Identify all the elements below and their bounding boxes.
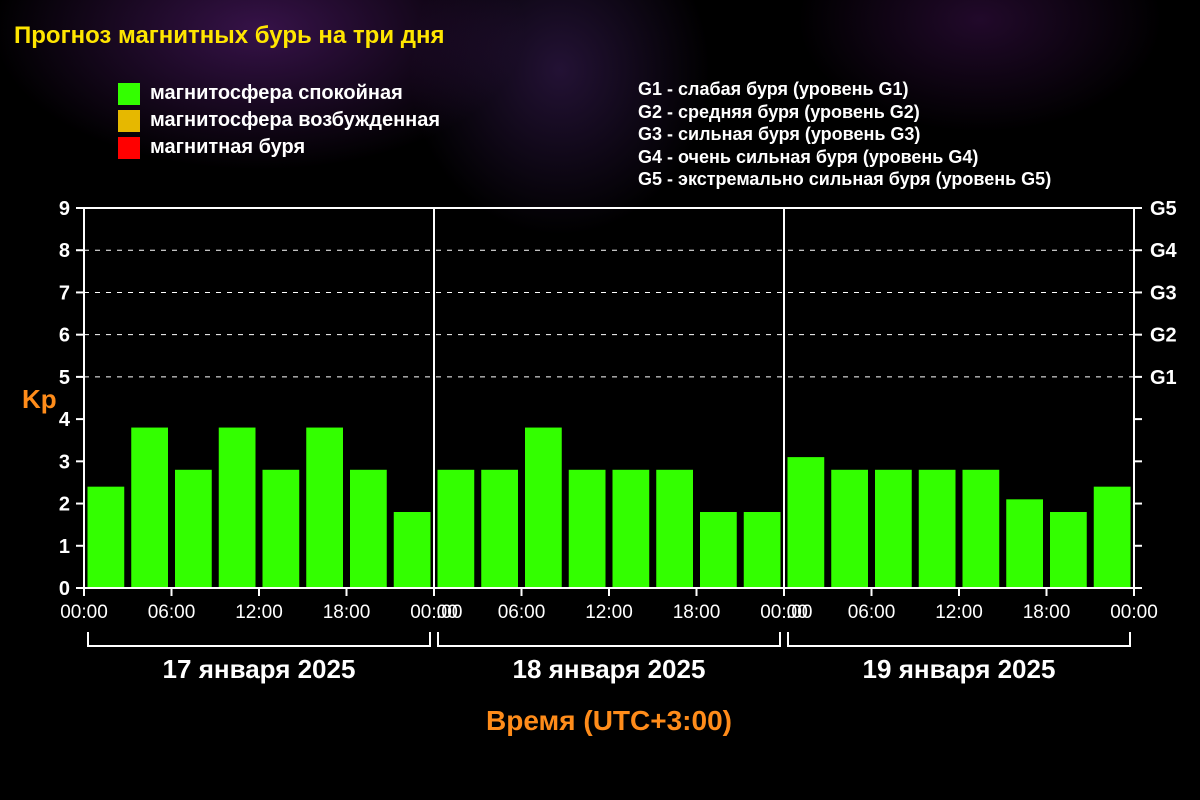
g-level-tick-label: G4 [1150,240,1178,262]
x-tick-label: 12:00 [935,602,983,623]
y-tick-label: 8 [59,240,70,262]
kp-bar [175,470,212,588]
kp-bar [394,512,431,588]
x-tick-label: 18:00 [1023,602,1071,623]
y-tick-label: 7 [59,282,70,304]
kp-bar [88,487,125,588]
x-tick-label: 00:00 [60,602,108,623]
kp-bar [131,428,168,588]
kp-bar [613,470,650,588]
x-tick-label: 06:00 [498,602,546,623]
kp-bar [919,470,956,588]
x-tick-label: 18:00 [673,602,721,623]
kp-bar [525,428,562,588]
kp-bar [875,470,912,588]
x-tick-label: 12:00 [235,602,283,623]
kp-bar [963,470,1000,588]
kp-bar [788,457,825,588]
x-tick-label: :00 [436,602,462,623]
x-axis-title: Время (UTC+3:00) [486,705,732,736]
x-tick-label: 06:00 [148,602,196,623]
kp-bar [569,470,606,588]
y-tick-label: 4 [59,409,71,431]
date-bracket [438,632,780,646]
kp-bar [263,470,300,588]
g-level-tick-label: G3 [1150,282,1177,304]
y-tick-label: 6 [59,325,70,347]
kp-forecast-chart: 0 1 2 3 4 5 6 7 8 9 Kp G1 G2 G3 G4 G5 00:00 06:00 12:00 18:… [0,0,1200,800]
kp-bar [219,428,256,588]
kp-bar [1006,499,1043,588]
x-tick-label: 18:00 [323,602,371,623]
panel-date-label: 18 января 2025 [513,654,706,684]
kp-bar [1094,487,1131,588]
x-tick-label: :00 [786,602,812,623]
kp-bar [350,470,387,588]
x-tick-label: 00:00 [1110,602,1158,623]
y-tick-label: 1 [59,536,70,558]
kp-bar [438,470,475,588]
g-level-tick-label: G1 [1150,367,1177,389]
y-tick-label: 2 [59,494,70,516]
g-level-tick-label: G5 [1150,198,1177,220]
date-bracket [88,632,430,646]
y-tick-label: 0 [59,578,70,600]
g-level-tick-label: G2 [1150,325,1177,347]
x-tick-label: 06:00 [848,602,896,623]
kp-bar [306,428,343,588]
date-bracket [788,632,1130,646]
kp-bar [744,512,781,588]
y-axis-label: Kp [22,384,57,414]
y-tick-label: 9 [59,198,70,220]
panel-date-label: 17 января 2025 [163,654,356,684]
kp-bar [831,470,868,588]
y-tick-label: 3 [59,451,70,473]
y-tick-label: 5 [59,367,70,389]
kp-bar [481,470,518,588]
panel-date-label: 19 января 2025 [863,654,1056,684]
kp-bar [700,512,737,588]
kp-bar [656,470,693,588]
kp-bar [1050,512,1087,588]
x-tick-label: 12:00 [585,602,633,623]
